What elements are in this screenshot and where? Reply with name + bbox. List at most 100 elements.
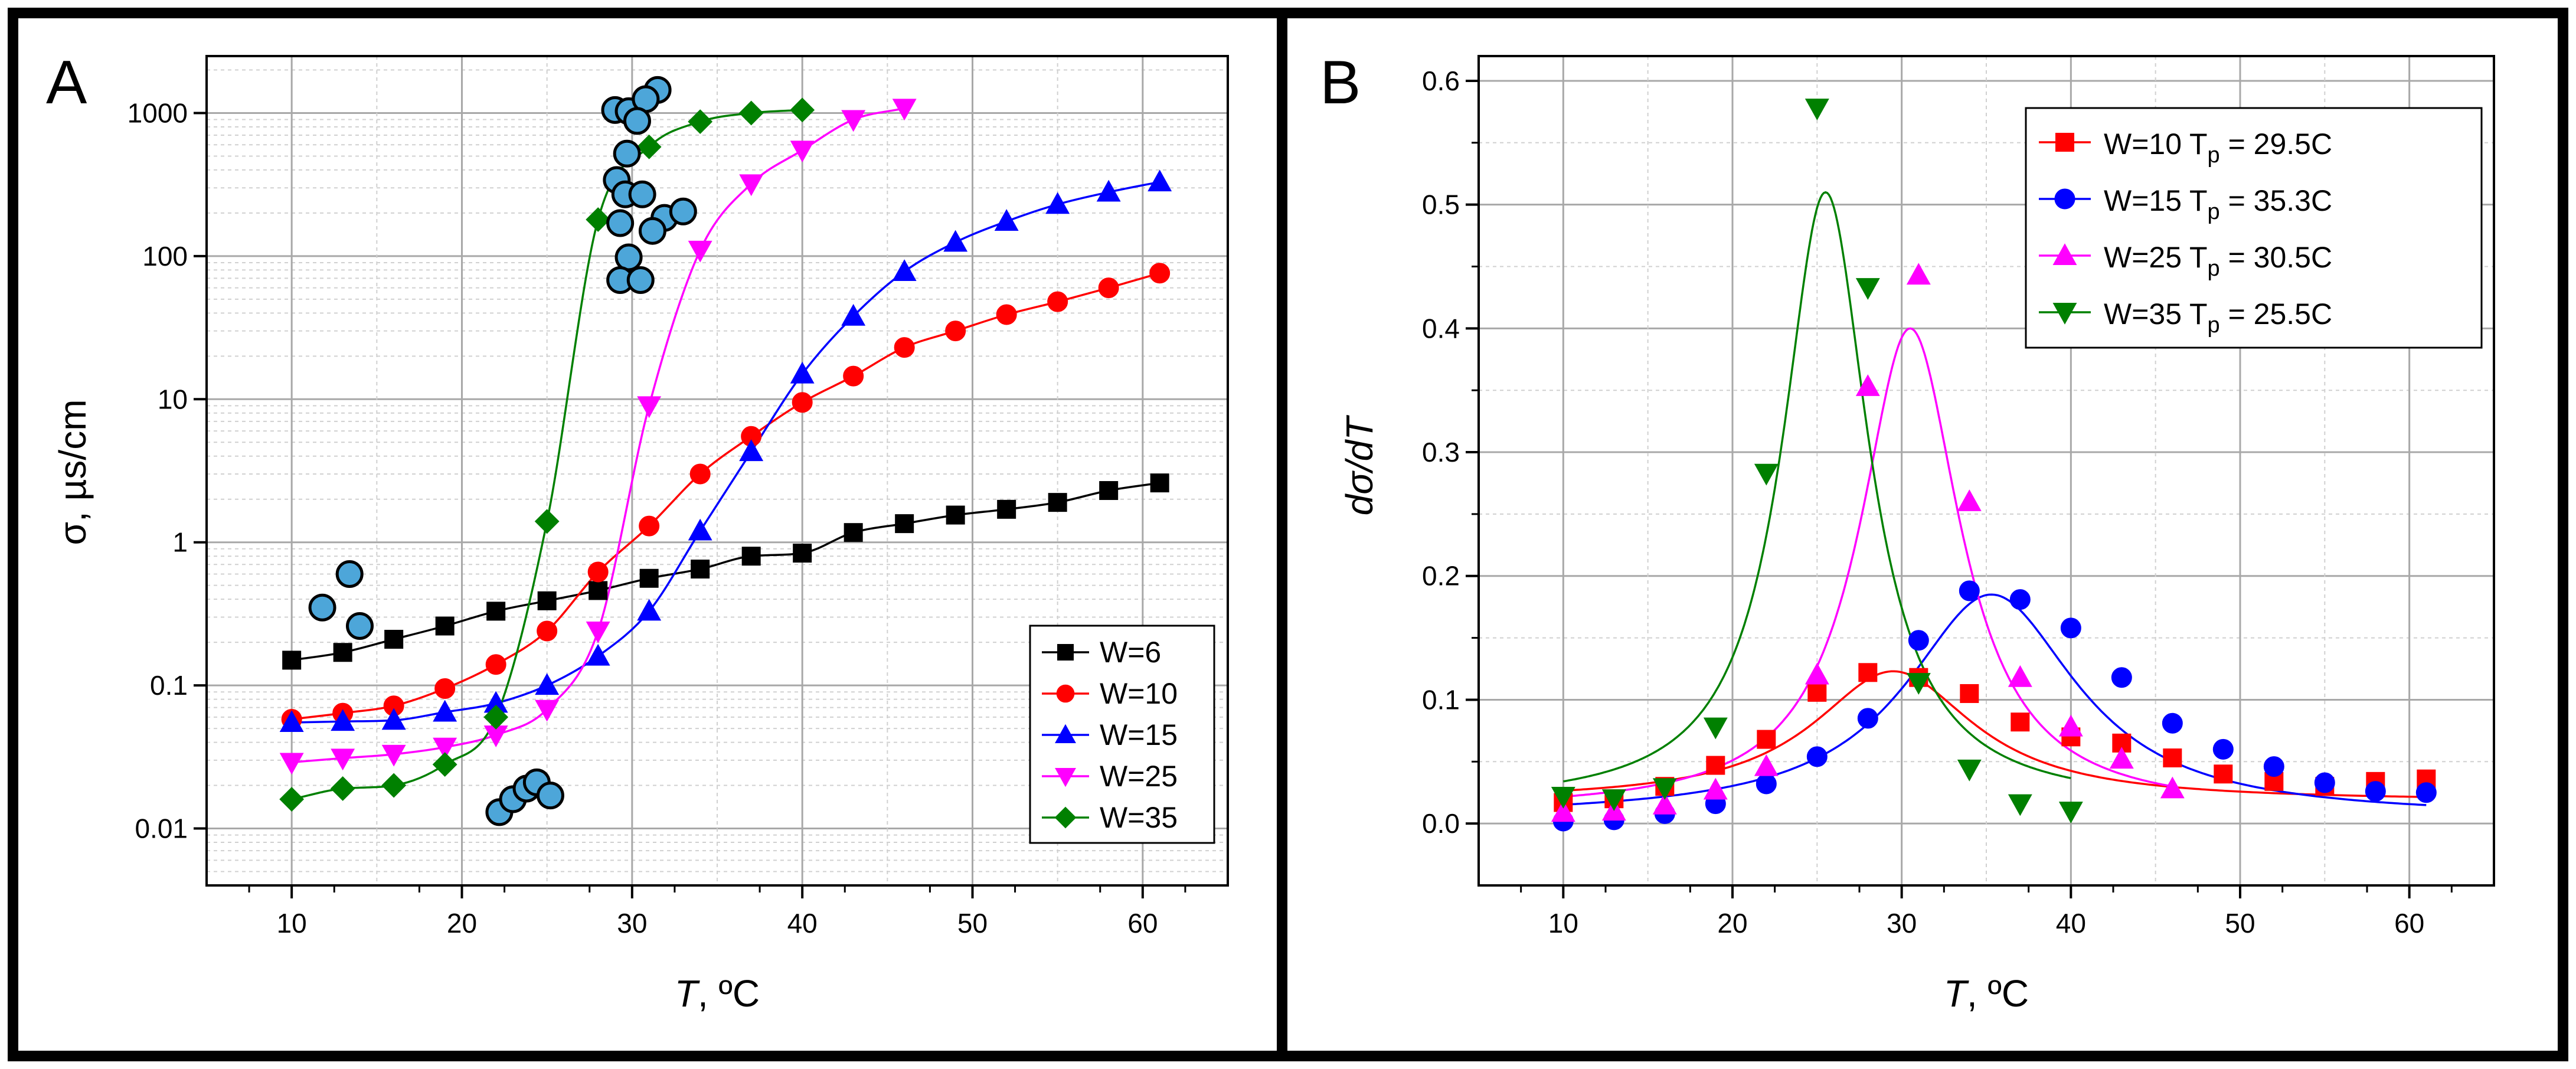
data-point: [1757, 730, 1776, 749]
x-tick-label-b: 50: [2225, 908, 2255, 939]
data-point: [2058, 802, 2083, 823]
legend-b: W=10 Tp = 29.5C W=15 Tp = 35.3C W=25 Tp = …: [2025, 107, 2483, 349]
y-tick-label-b: 0.2: [1422, 561, 1460, 591]
data-point: [1906, 263, 1931, 285]
plot-frame-a: [205, 55, 1229, 887]
data-point: [793, 544, 812, 563]
data-point: [434, 678, 456, 699]
x-axis-label-b: T, ºC: [1944, 972, 2029, 1015]
data-point: [1756, 773, 1777, 795]
data-point: [537, 620, 558, 642]
bubble-point: [613, 139, 641, 168]
panel-a-letter: A: [46, 48, 87, 117]
data-point: [1957, 759, 1982, 782]
bubble-point: [536, 782, 564, 810]
data-point: [997, 499, 1016, 519]
data-point: [2214, 764, 2233, 784]
y-axis-label-b: dσ/dT: [1338, 415, 1381, 516]
data-point: [2109, 747, 2134, 769]
data-point: [843, 365, 864, 387]
bubble-point: [638, 217, 666, 245]
ticks-b: 10 20 30 40 50 60 0.0 0.1 0.2 0.3 0.4 0.5 0.6: [1422, 66, 2453, 939]
data-point: [1652, 778, 1677, 800]
panel-a: A 10 20 30 40 50 60 0.01 0.1 1 10 100 1000 σ, µs/cm…: [8, 8, 1287, 1061]
x-tick-label-a: 30: [617, 908, 647, 939]
bubble-point: [626, 266, 655, 294]
data-point: [943, 230, 968, 252]
data-point: [892, 99, 917, 121]
x-axis-label-a: T, ºC: [675, 972, 760, 1015]
data-point: [331, 709, 355, 731]
data-point: [534, 509, 560, 534]
legend-label: W=35: [1100, 801, 1178, 834]
data-point: [2212, 738, 2234, 760]
data-point: [1706, 756, 1725, 775]
bubble-point: [623, 107, 651, 135]
data-point: [282, 650, 302, 670]
data-point: [279, 710, 304, 733]
data-point: [1601, 789, 1626, 812]
y-tick-label-b: 0.0: [1422, 808, 1460, 839]
data-point: [433, 737, 457, 760]
data-point: [790, 97, 815, 123]
data-point: [1858, 663, 1878, 682]
data-point: [1804, 662, 1829, 685]
data-point: [688, 518, 712, 541]
data-point: [483, 704, 509, 730]
panel-b-letter: B: [1320, 48, 1361, 117]
bubbles-a: [308, 76, 697, 826]
data-point: [2111, 667, 2132, 688]
data-point: [688, 109, 713, 135]
data-point: [1906, 673, 1931, 695]
y-tick-label-b: 0.6: [1422, 66, 1460, 96]
data-point: [279, 787, 305, 812]
data-point: [1045, 192, 1070, 214]
panel-b: B 10 20 30 40 50 60 0.0 0.1 0.2 0.3 0.4 0.5 0.6 dσ/d…: [1277, 8, 2568, 1061]
data-point: [435, 616, 455, 636]
legend-label: W=25 Tp = 30.5C: [2104, 241, 2332, 281]
data-point: [892, 259, 917, 282]
panel-b-frame: [1277, 8, 2568, 1061]
data-point: [639, 568, 659, 588]
legend-label: W=10 Tp = 29.5C: [2104, 128, 2332, 168]
markers-b: [1551, 99, 2437, 832]
y-tick-label-b: 0.3: [1422, 437, 1460, 468]
data-point: [994, 209, 1019, 231]
y-tick-label-a: 1: [172, 527, 188, 558]
legend-box-a: [1029, 625, 1215, 844]
legend-marker: [1054, 806, 1077, 829]
legend-label: W=35 Tp = 25.5C: [2104, 298, 2332, 338]
data-point: [1957, 489, 1982, 511]
legend-marker: [2054, 188, 2075, 210]
y-tick-label-b: 0.1: [1422, 684, 1460, 715]
data-point: [331, 748, 355, 771]
data-point: [1960, 684, 1979, 703]
bubble-point: [669, 197, 697, 225]
x-tick-label-a: 10: [277, 908, 307, 939]
x-tick-label-b: 20: [1717, 908, 1747, 939]
data-point: [2160, 776, 2185, 799]
data-point: [945, 321, 966, 342]
data-point: [636, 134, 662, 159]
y-tick-label-b: 0.5: [1422, 189, 1460, 220]
y-tick-label-a: 1000: [128, 97, 188, 128]
data-point: [1703, 777, 1728, 800]
data-point: [279, 753, 304, 775]
legend-marker: [2052, 243, 2077, 265]
legend-marker: [2052, 303, 2077, 325]
x-tick-label-b: 10: [1548, 908, 1578, 939]
data-point: [1855, 374, 1880, 396]
data-point: [2162, 712, 2183, 734]
data-point: [535, 699, 560, 722]
legend-marker: [1055, 768, 1076, 787]
data-point: [333, 643, 352, 662]
data-point: [2163, 748, 2182, 768]
data-point: [637, 599, 662, 621]
y-tick-label-a: 0.01: [135, 813, 188, 844]
data-point: [2264, 771, 2284, 791]
data-point: [1754, 463, 1779, 486]
data-point: [639, 515, 660, 537]
data-point: [996, 304, 1017, 325]
data-point: [2008, 665, 2032, 687]
data-point: [1149, 263, 1171, 284]
